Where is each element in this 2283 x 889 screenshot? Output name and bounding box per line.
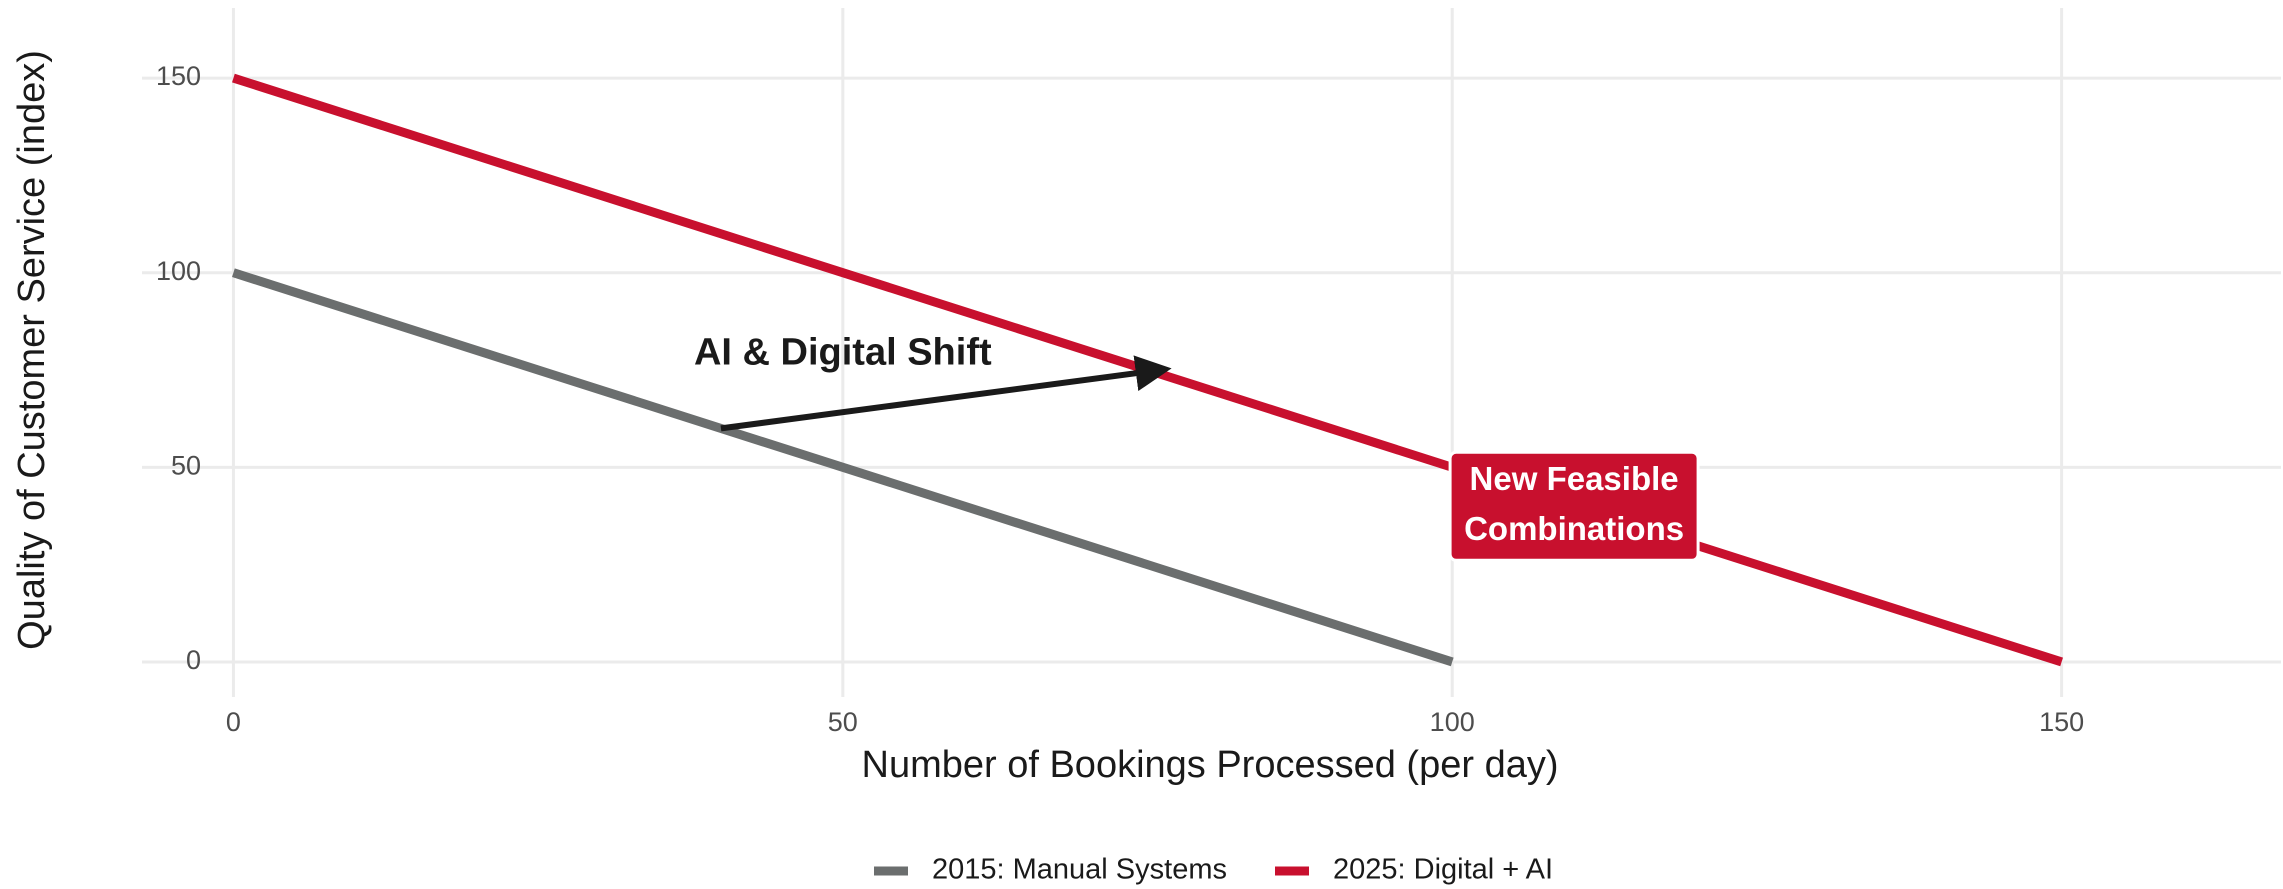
y-axis-title: Quality of Customer Service (index)	[11, 50, 53, 650]
annotation-box	[1448, 450, 1700, 562]
x-tick-label: 150	[2039, 707, 2084, 737]
x-tick-label: 100	[1430, 707, 1475, 737]
y-tick-label: 150	[156, 61, 201, 91]
y-tick-label: 50	[171, 450, 201, 480]
annotation-arrow	[720, 355, 1172, 432]
annotation-label: Combinations	[1464, 510, 1684, 547]
annotation-text: AI & Digital Shift	[694, 331, 992, 373]
y-tick-label: 100	[156, 256, 201, 286]
legend-label: 2025: Digital + AI	[1333, 854, 1553, 886]
grid	[142, 8, 2281, 697]
annotation-label: New Feasible	[1470, 460, 1679, 497]
legend-label: 2015: Manual Systems	[932, 854, 1227, 886]
line	[232, 268, 1454, 667]
x-axis-title: Number of Bookings Processed (per day)	[862, 744, 1559, 786]
y-tick-label: 0	[186, 645, 201, 675]
x-tick-label: 50	[828, 707, 858, 737]
x-tick-label: 0	[226, 707, 241, 737]
